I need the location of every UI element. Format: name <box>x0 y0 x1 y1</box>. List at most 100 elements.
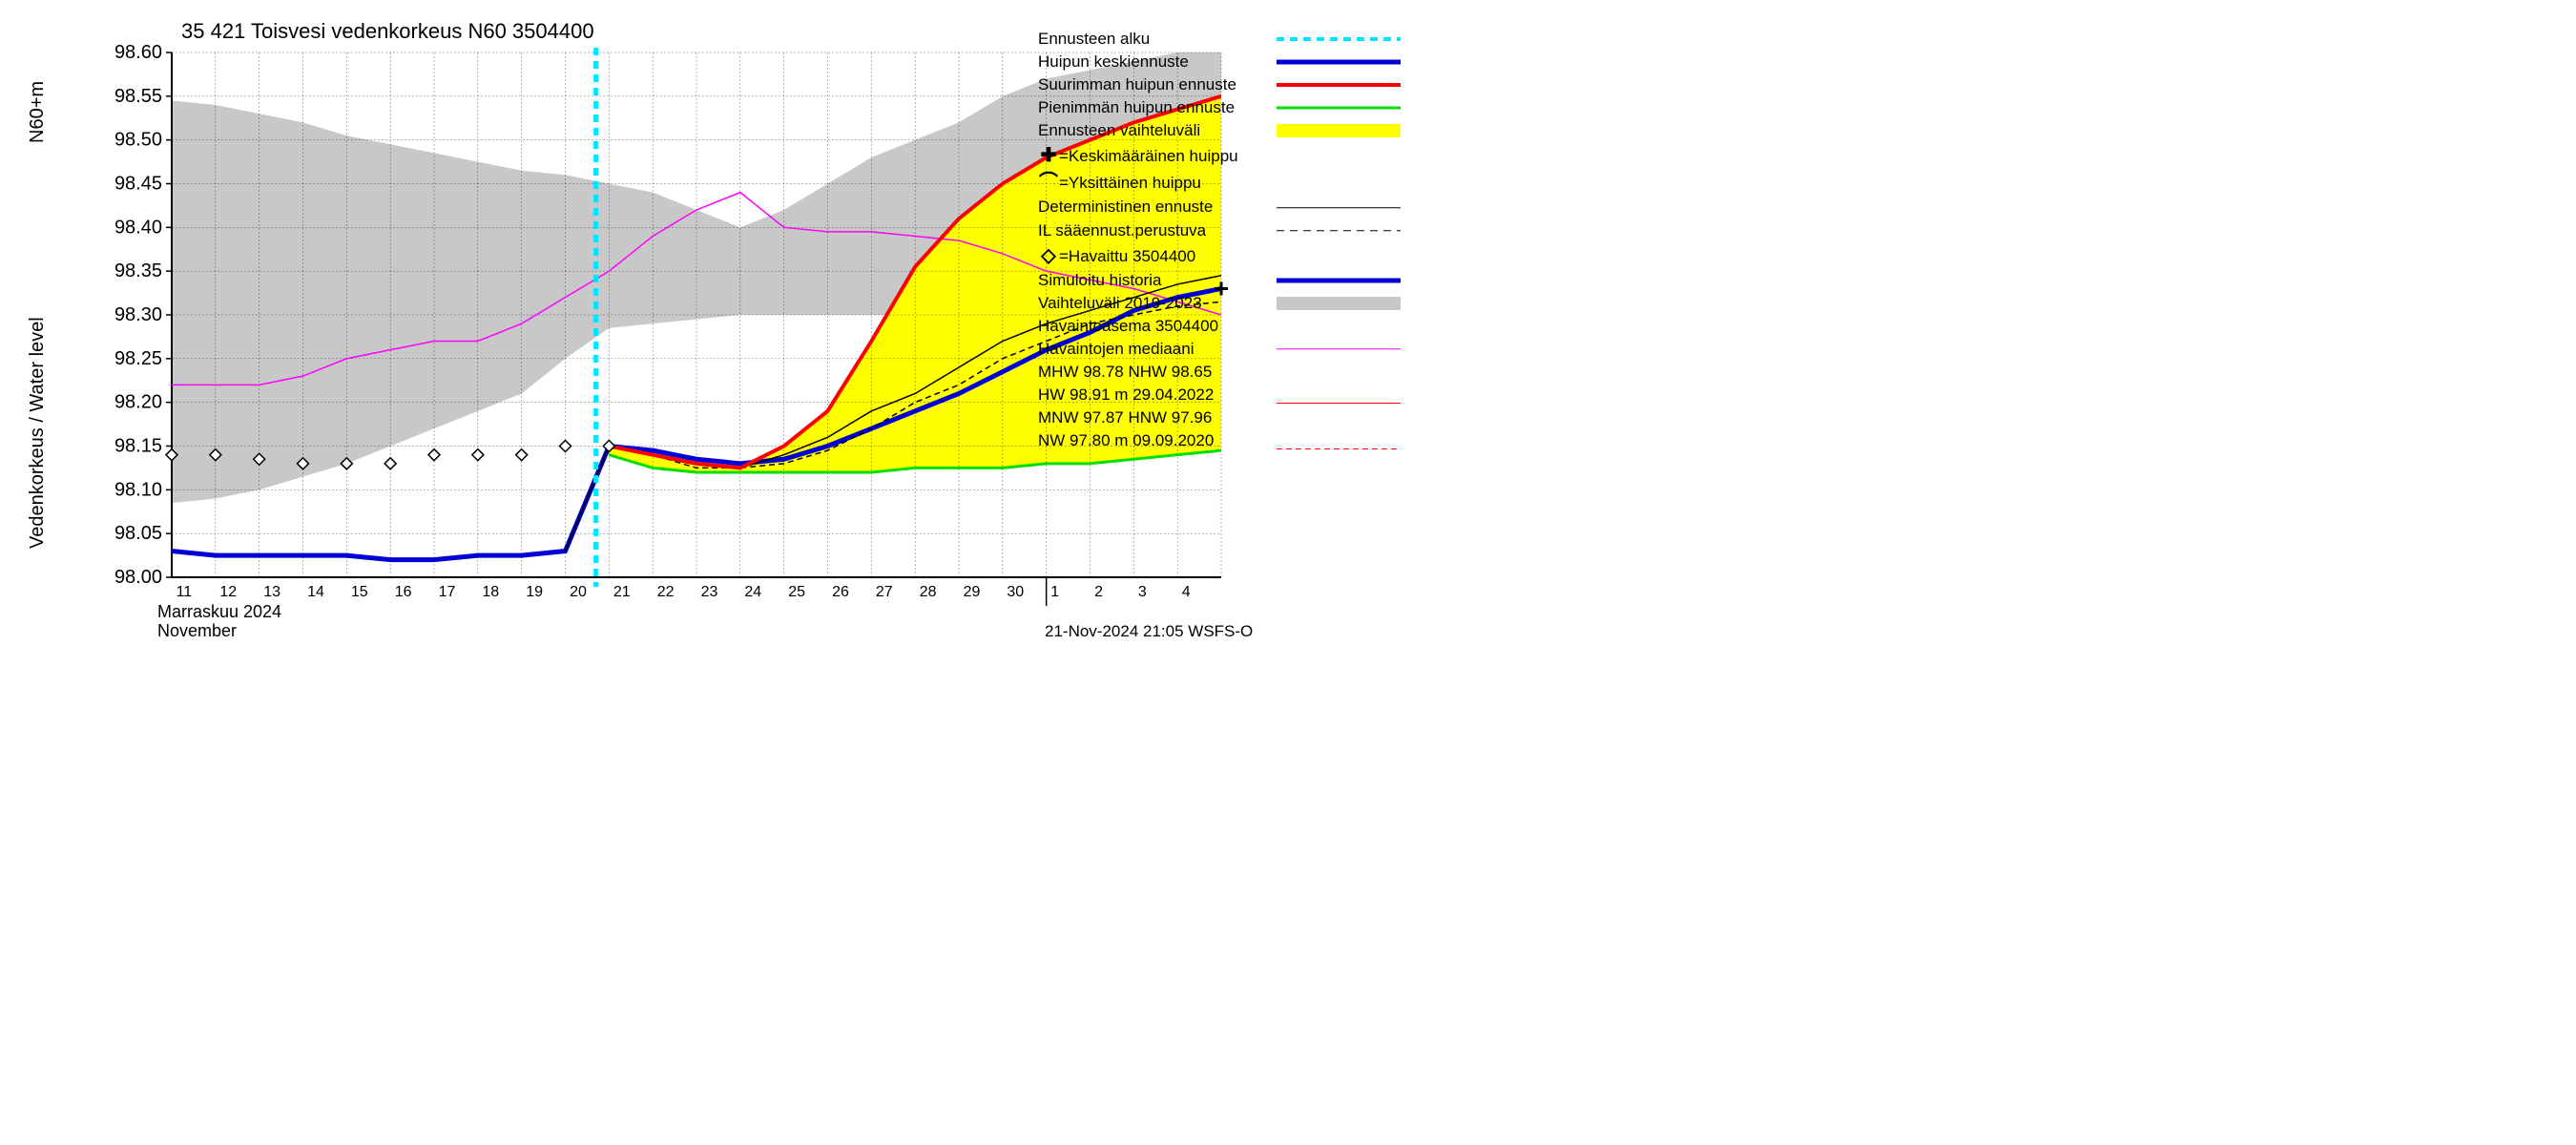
svg-text:98.20: 98.20 <box>114 392 162 413</box>
legend-label: Pienimmän huipun ennuste <box>1038 97 1277 118</box>
svg-text:23: 23 <box>701 584 718 600</box>
svg-text:98.10: 98.10 <box>114 479 162 500</box>
legend-swatch <box>1277 341 1401 358</box>
legend-swatch <box>1277 76 1401 94</box>
legend-label: MHW 98.78 NHW 98.65 <box>1038 362 1277 383</box>
svg-text:14: 14 <box>307 584 324 600</box>
legend-item: MHW 98.78 NHW 98.65 <box>1038 362 1401 383</box>
legend-swatch <box>1277 199 1401 217</box>
legend-label: Deterministinen ennuste <box>1038 197 1277 218</box>
legend-item: ⌒=Yksittäinen huippu <box>1038 170 1401 195</box>
legend-swatch <box>1277 147 1401 164</box>
svg-text:98.55: 98.55 <box>114 86 162 107</box>
legend-label: ◇=Havaittu 3504400 <box>1038 243 1277 268</box>
svg-text:25: 25 <box>788 584 805 600</box>
svg-text:98.05: 98.05 <box>114 523 162 544</box>
legend-swatch <box>1277 318 1401 335</box>
legend-swatch <box>1277 272 1401 289</box>
diamond-icon: ◇ <box>1038 243 1059 268</box>
chart-container: 98.00 98.05 98.10 98.15 98.20 98.25 98.30 98.35… <box>0 0 1412 668</box>
svg-text:Marraskuu 2024: Marraskuu 2024 <box>157 602 281 621</box>
svg-text:28: 28 <box>920 584 937 600</box>
svg-text:98.50: 98.50 <box>114 130 162 151</box>
svg-text:19: 19 <box>526 584 543 600</box>
svg-text:15: 15 <box>351 584 368 600</box>
legend-label: Suurimman huipun ennuste <box>1038 74 1277 95</box>
svg-text:98.40: 98.40 <box>114 217 162 238</box>
svg-text:20: 20 <box>570 584 587 600</box>
legend-item: Ennusteen alku <box>1038 29 1401 50</box>
legend-swatch <box>1277 31 1401 48</box>
svg-text:29: 29 <box>964 584 981 600</box>
legend-item: Havaintojen mediaani <box>1038 339 1401 360</box>
legend-label: Havaintojen mediaani <box>1038 339 1277 360</box>
svg-text:98.45: 98.45 <box>114 174 162 195</box>
legend-swatch <box>1277 364 1401 381</box>
svg-text:26: 26 <box>832 584 849 600</box>
legend-item: NW 97.80 m 09.09.2020 <box>1038 430 1401 451</box>
svg-text:November: November <box>157 621 237 640</box>
svg-text:98.15: 98.15 <box>114 436 162 457</box>
plus-icon: ✚ <box>1038 143 1059 168</box>
svg-text:30: 30 <box>1007 584 1024 600</box>
legend-swatch <box>1277 297 1401 310</box>
svg-text:N60+m: N60+m <box>27 81 48 143</box>
legend-label: Havaintoasema 3504400 <box>1038 316 1277 337</box>
legend-item: Deterministinen ennuste <box>1038 197 1401 218</box>
svg-text:16: 16 <box>395 584 412 600</box>
legend-swatch <box>1277 124 1401 137</box>
legend-item: ◇=Havaittu 3504400 <box>1038 243 1401 268</box>
legend-label: Simuloitu historia <box>1038 270 1277 291</box>
legend-item: HW 98.91 m 29.04.2022 <box>1038 385 1401 406</box>
svg-text:3: 3 <box>1138 584 1147 600</box>
legend-item: ✚=Keskimääräinen huippu <box>1038 143 1401 168</box>
legend-swatch <box>1277 432 1401 449</box>
legend-label: Vaihteluväli 2019-2023 <box>1038 293 1277 314</box>
svg-text:21: 21 <box>613 584 631 600</box>
svg-text:12: 12 <box>219 584 237 600</box>
arc-icon: ⌒ <box>1038 170 1059 195</box>
svg-text:13: 13 <box>263 584 280 600</box>
footer-timestamp: 21-Nov-2024 21:05 WSFS-O <box>1045 622 1253 641</box>
svg-text:98.25: 98.25 <box>114 348 162 369</box>
svg-text:17: 17 <box>439 584 456 600</box>
legend-swatch <box>1277 386 1401 404</box>
svg-text:4: 4 <box>1182 584 1191 600</box>
svg-text:Vedenkorkeus / Water level: Vedenkorkeus / Water level <box>27 317 48 549</box>
legend-item: Suurimman huipun ennuste <box>1038 74 1401 95</box>
legend-swatch <box>1277 99 1401 116</box>
legend-label: IL sääennust.perustuva <box>1038 220 1277 241</box>
legend-label: NW 97.80 m 09.09.2020 <box>1038 430 1277 451</box>
legend-label: Ennusteen vaihteluväli <box>1038 120 1277 141</box>
svg-text:98.30: 98.30 <box>114 304 162 325</box>
legend: Ennusteen alkuHuipun keskiennusteSuurimm… <box>1038 29 1401 453</box>
svg-text:98.35: 98.35 <box>114 260 162 281</box>
svg-text:98.60: 98.60 <box>114 42 162 63</box>
legend-item: MNW 97.87 HNW 97.96 <box>1038 407 1401 428</box>
legend-label: Ennusteen alku <box>1038 29 1277 50</box>
legend-item: Pienimmän huipun ennuste <box>1038 97 1401 118</box>
legend-swatch <box>1277 53 1401 71</box>
svg-text:1: 1 <box>1050 584 1059 600</box>
legend-swatch <box>1277 409 1401 427</box>
legend-label: MNW 97.87 HNW 97.96 <box>1038 407 1277 428</box>
svg-text:18: 18 <box>482 584 499 600</box>
svg-text:35 421 Toisvesi vedenkorkeus N: 35 421 Toisvesi vedenkorkeus N60 3504400 <box>181 19 594 43</box>
svg-text:22: 22 <box>657 584 675 600</box>
svg-text:98.00: 98.00 <box>114 567 162 588</box>
legend-swatch <box>1277 174 1401 191</box>
legend-item: Ennusteen vaihteluväli <box>1038 120 1401 141</box>
legend-item: Vaihteluväli 2019-2023 <box>1038 293 1401 314</box>
svg-text:27: 27 <box>876 584 893 600</box>
svg-text:2: 2 <box>1094 584 1103 600</box>
legend-item: IL sääennust.perustuva <box>1038 220 1401 241</box>
legend-label: Huipun keskiennuste <box>1038 52 1277 73</box>
legend-label: HW 98.91 m 29.04.2022 <box>1038 385 1277 406</box>
svg-text:24: 24 <box>744 584 761 600</box>
legend-label: ⌒=Yksittäinen huippu <box>1038 170 1277 195</box>
legend-swatch <box>1277 222 1401 239</box>
legend-item: Huipun keskiennuste <box>1038 52 1401 73</box>
svg-text:11: 11 <box>177 584 193 600</box>
legend-swatch <box>1277 247 1401 264</box>
legend-item: Simuloitu historia <box>1038 270 1401 291</box>
